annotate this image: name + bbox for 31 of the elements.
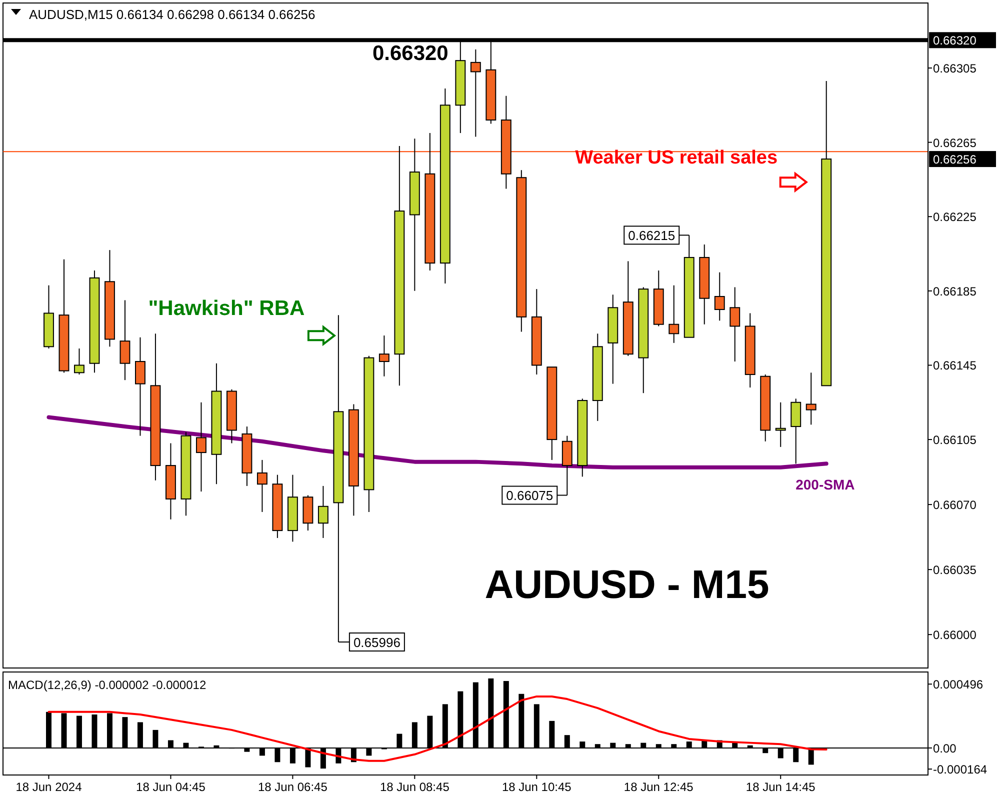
x-tick-label: 18 Jun 12:45 bbox=[624, 780, 694, 794]
annotation: 0.66215 bbox=[628, 228, 676, 244]
annotation: 0.66320 bbox=[372, 42, 448, 66]
x-tick-label: 18 Jun 14:45 bbox=[746, 780, 816, 794]
annotation: "Hawkish" RBA bbox=[148, 297, 305, 320]
y-tick-label: 0.66070 bbox=[933, 498, 977, 512]
series-label: 200-SMA bbox=[796, 476, 855, 492]
y-tick-label: 0.66145 bbox=[933, 358, 977, 373]
y-tick-label: 0.66225 bbox=[933, 210, 977, 224]
y-tick-label: -0.000164 bbox=[933, 762, 988, 777]
chart-title: AUDUSD,M15 0.66134 0.66298 0.66134 0.66256 bbox=[29, 7, 316, 22]
ref-line-label: 0.66320 bbox=[933, 34, 977, 48]
annotation: 0.65996 bbox=[353, 634, 400, 650]
text: 0.66256 bbox=[933, 152, 977, 167]
y-tick-label: 0.000496 bbox=[933, 678, 984, 692]
annotation: Weaker US retail sales bbox=[575, 148, 778, 169]
text: MACD(12,26,9) -0.000002 -0.000012 bbox=[8, 678, 206, 692]
annotation: AUDUSD - M15 bbox=[484, 563, 770, 607]
y-tick-label: 0.66035 bbox=[933, 563, 977, 578]
y-tick-label: 0.66185 bbox=[933, 284, 977, 298]
y-tick-label: 0.66305 bbox=[933, 62, 977, 76]
y-tick-label: 0.66265 bbox=[933, 136, 977, 150]
x-tick-label: 18 Jun 08:45 bbox=[380, 780, 450, 794]
y-tick-label: 0.00 bbox=[933, 741, 957, 756]
annotation: 0.66075 bbox=[506, 488, 554, 504]
x-tick-label: 18 Jun 04:45 bbox=[136, 780, 206, 794]
y-tick-label: 0.66000 bbox=[933, 628, 977, 642]
x-tick-label: 18 Jun 06:45 bbox=[258, 780, 328, 794]
x-tick-label: 18 Jun 10:45 bbox=[502, 780, 572, 794]
y-tick-label: 0.66105 bbox=[933, 433, 977, 448]
x-tick-label: 18 Jun 2024 bbox=[16, 780, 82, 794]
